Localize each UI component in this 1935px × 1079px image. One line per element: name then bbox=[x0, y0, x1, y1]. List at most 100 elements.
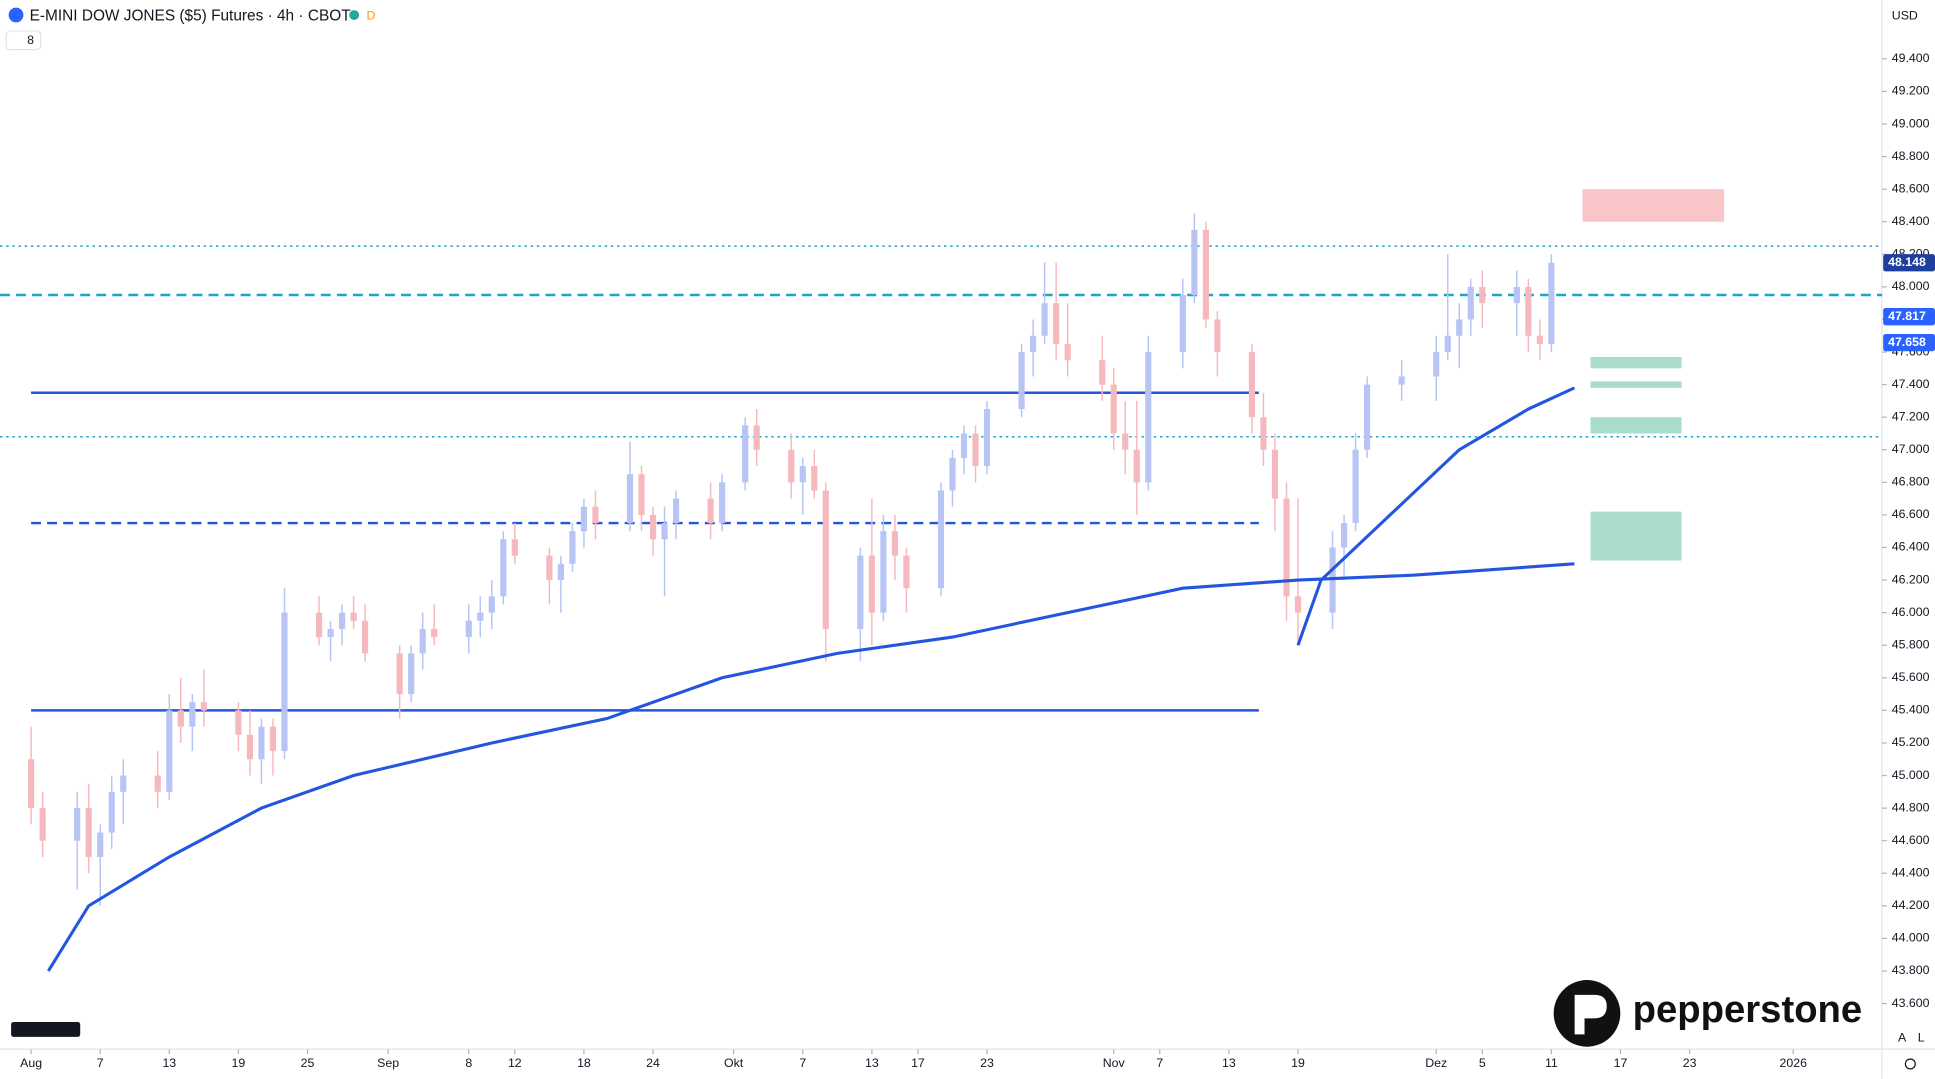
y-tick-label: 44.600 bbox=[1892, 833, 1930, 847]
candle-body bbox=[408, 653, 415, 695]
y-tick-label: 43.800 bbox=[1892, 963, 1930, 977]
settings-icon[interactable] bbox=[1904, 1058, 1916, 1070]
candle-body bbox=[1214, 319, 1221, 353]
candle-body bbox=[1352, 449, 1359, 524]
candle-body bbox=[1099, 360, 1106, 385]
y-tick-label: 44.800 bbox=[1892, 800, 1930, 814]
candle-body bbox=[1191, 229, 1198, 296]
x-tick-label: 2026 bbox=[1780, 1056, 1808, 1070]
candle-body bbox=[811, 466, 818, 491]
x-tick-label: 19 bbox=[1291, 1056, 1305, 1070]
candle-body bbox=[477, 612, 484, 621]
candle-body bbox=[672, 498, 680, 524]
candle-body bbox=[1030, 335, 1037, 353]
candle-body bbox=[1202, 229, 1209, 320]
price-label: 48.148 bbox=[1888, 255, 1926, 269]
candle-body bbox=[1536, 335, 1543, 344]
y-tick-label: 46.200 bbox=[1892, 572, 1930, 586]
candle-body bbox=[1041, 303, 1048, 336]
symbol-icon bbox=[8, 7, 24, 23]
x-tick-label: Nov bbox=[1103, 1056, 1126, 1070]
candle-body bbox=[189, 702, 196, 727]
scale-button[interactable]: L bbox=[1918, 1030, 1925, 1044]
broker-logo bbox=[1553, 980, 1621, 1047]
candle-body bbox=[1548, 262, 1555, 344]
vwap-line bbox=[47, 562, 1575, 972]
candle-body bbox=[1110, 384, 1117, 434]
candle-body bbox=[707, 498, 714, 524]
candle-body bbox=[822, 490, 829, 629]
candle-body bbox=[488, 596, 495, 613]
scale-button[interactable]: A bbox=[1898, 1030, 1907, 1044]
candle-body bbox=[1145, 352, 1152, 483]
candle-body bbox=[880, 531, 887, 613]
x-tick-label: 5 bbox=[1479, 1056, 1486, 1070]
candle-body bbox=[154, 775, 161, 792]
candle-body bbox=[327, 628, 334, 638]
x-tick-label: 13 bbox=[1222, 1056, 1236, 1070]
candle-body bbox=[638, 474, 645, 515]
y-tick-label: 47.400 bbox=[1892, 377, 1930, 391]
candle-body bbox=[1122, 433, 1129, 450]
candle-body bbox=[1053, 303, 1060, 344]
candle-body bbox=[1467, 286, 1474, 320]
y-tick-label: 47.000 bbox=[1892, 442, 1930, 456]
y-tick-label: 44.400 bbox=[1892, 866, 1930, 880]
candle-body bbox=[235, 710, 242, 735]
y-tick-label: 46.800 bbox=[1892, 475, 1930, 489]
price-label-bg bbox=[1883, 254, 1935, 272]
x-tick-label: Aug bbox=[20, 1056, 42, 1070]
x-tick-label: 13 bbox=[162, 1056, 176, 1070]
candle-body bbox=[500, 539, 507, 597]
x-tick-label: 7 bbox=[97, 1056, 104, 1070]
candle-body bbox=[1398, 376, 1405, 385]
x-tick-label: 23 bbox=[980, 1056, 994, 1070]
candle-body bbox=[592, 506, 599, 524]
status-dot bbox=[349, 10, 360, 20]
watermark: pepperstone bbox=[1633, 988, 1863, 1031]
indicator-toggle[interactable] bbox=[5, 30, 42, 51]
x-tick-label: 8 bbox=[465, 1056, 472, 1070]
candle-body bbox=[1513, 286, 1520, 304]
candle-body bbox=[661, 523, 668, 540]
y-tick-label: 48.000 bbox=[1892, 279, 1930, 293]
candle-body bbox=[177, 710, 184, 727]
zone bbox=[1590, 381, 1682, 388]
candle-body bbox=[269, 726, 277, 752]
y-tick-label: 44.200 bbox=[1892, 898, 1930, 912]
badge[interactable]: D bbox=[367, 9, 376, 23]
candle-body bbox=[937, 490, 945, 589]
price-label: 47.658 bbox=[1888, 335, 1926, 349]
candle-body bbox=[97, 832, 104, 857]
y-tick-label: 49.200 bbox=[1892, 84, 1930, 98]
candle-body bbox=[546, 555, 553, 581]
candle-body bbox=[1064, 343, 1071, 361]
candle-body bbox=[396, 653, 403, 695]
candle-body bbox=[569, 531, 576, 564]
y-tick-label: 45.200 bbox=[1892, 735, 1930, 749]
y-tick-label: 48.800 bbox=[1892, 149, 1930, 163]
y-tick-label: 44.000 bbox=[1892, 931, 1930, 945]
x-tick-label: 7 bbox=[1156, 1056, 1163, 1070]
y-tick-label: 47.200 bbox=[1892, 409, 1930, 423]
candle-body bbox=[350, 612, 357, 621]
candle-body bbox=[1479, 286, 1486, 304]
y-tick-label: 45.400 bbox=[1892, 703, 1930, 717]
x-tick-label: 17 bbox=[911, 1056, 925, 1070]
price-label-bg bbox=[1883, 308, 1935, 326]
candle-body bbox=[949, 457, 956, 491]
candle-body bbox=[719, 482, 726, 524]
currency[interactable]: USD bbox=[1892, 9, 1918, 23]
x-tick-label: 19 bbox=[232, 1056, 246, 1070]
candle-body bbox=[649, 514, 657, 540]
candle-body bbox=[108, 791, 115, 833]
candle-body bbox=[28, 759, 35, 809]
candle-body bbox=[120, 775, 127, 792]
candle-body bbox=[580, 506, 588, 532]
candle-body bbox=[511, 539, 518, 556]
y-tick-label: 43.600 bbox=[1892, 996, 1930, 1010]
candle-body bbox=[972, 433, 979, 467]
candle-body bbox=[1364, 384, 1371, 450]
candle-body bbox=[419, 628, 426, 654]
